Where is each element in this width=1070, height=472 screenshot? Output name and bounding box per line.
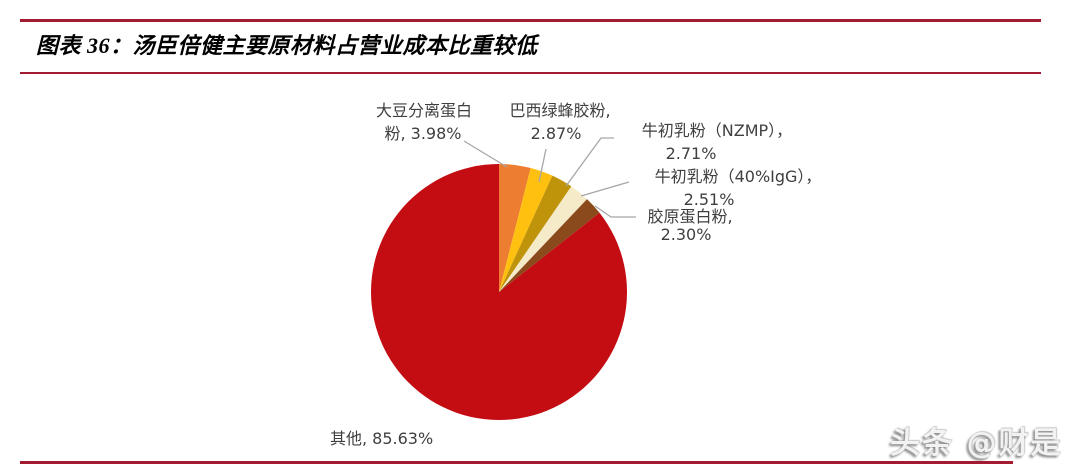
data-label-propolis-line2: 2.87% [530,124,582,143]
leader-line-soy [463,140,508,168]
data-label-collagen-line2: 2.30% [660,225,712,244]
data-label-propolis-line1: 巴西绿蜂胶粉, [509,101,611,120]
leader-line-propolis [538,148,547,183]
data-label-soy-line2: 粉, 3.98% [384,124,462,143]
pie-slice-4 [499,186,588,292]
title-underline-rule [20,72,1041,74]
pie-slice-5 [499,199,600,292]
pie-slice-2 [499,167,553,292]
pie-slice-3 [499,175,572,292]
figure-title: 图表 36：汤臣倍健主要原材料占营业成本比重较低 [36,33,538,58]
data-label-nzmp-line1: 牛初乳粉（NZMP）， [641,121,793,140]
leader-line-collagen [594,205,636,218]
bottom-rule [20,461,1013,464]
pie-slice-1 [499,164,531,292]
data-label-igg-line1: 牛初乳粉（40%IgG）， [654,167,822,186]
data-label-other: 其他, 85.63% [330,429,434,448]
pie-slice-6 [371,164,628,421]
data-label-igg-line2: 2.51% [683,190,735,209]
data-label-soy-line1: 大豆分离蛋白 [375,101,472,120]
data-label-nzmp-line2: 2.71% [665,144,717,163]
watermark: 头条 @财是 [890,426,1063,461]
data-label-collagen-line1: 胶原蛋白粉, [647,207,733,226]
leader-line-nzmp [565,137,614,187]
top-rule [20,19,1041,22]
leader-line-igg [580,181,630,197]
pie-slices [371,164,628,421]
